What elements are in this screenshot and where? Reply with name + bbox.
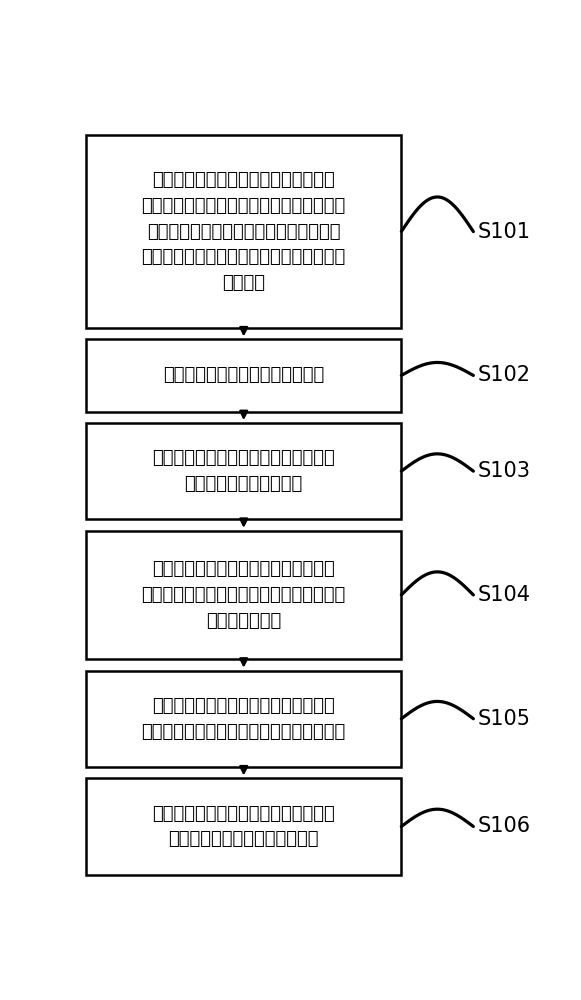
Text: 利用聚酰亚胺填充所述槽体，且所填充
高度大于等于槽体的高度: 利用聚酰亚胺填充所述槽体，且所填充 高度大于等于槽体的高度 [152, 449, 335, 493]
Bar [86, 423, 401, 519]
Text: S103: S103 [478, 461, 531, 481]
Text: 通过对聚酰亚胺加热，使聚酰亚胺固化
收缩与所述隔离层之间形成空腔: 通过对聚酰亚胺加热，使聚酰亚胺固化 收缩与所述隔离层之间形成空腔 [152, 805, 335, 848]
Text: 基底，采用光刻法对铺设于基底表面的
光刻胶进行显影形成光刻区域，再利用深反
应离子刻蚀法刻蚀光刻区域至所述基底内
部，在基底表面形成有至少一个用于制作空
腔的槽: 基底，采用光刻法对铺设于基底表面的 光刻胶进行显影形成光刻区域，再利用深反 应离… [142, 171, 346, 292]
Text: S106: S106 [478, 816, 531, 836]
Text: 采用等离子体增强化学气相淀积法对聚
酰亚胺表面和保护层表面沉淀形成有隔离层: 采用等离子体增强化学气相淀积法对聚 酰亚胺表面和保护层表面沉淀形成有隔离层 [142, 697, 346, 741]
Text: S101: S101 [478, 222, 531, 242]
Bar [86, 135, 401, 328]
Text: 在基底表面和槽体内壁形成保护层: 在基底表面和槽体内壁形成保护层 [163, 366, 324, 384]
Text: S102: S102 [478, 365, 531, 385]
Bar [86, 671, 401, 767]
Text: S104: S104 [478, 585, 531, 605]
Bar [86, 339, 401, 412]
Text: S105: S105 [478, 709, 531, 729]
Bar [86, 778, 401, 875]
Text: 采用干法回刻法去除所述保护层表面的
聚酰亚胺，使聚酰亚胺的表面与保护层表面
处于同一水平面: 采用干法回刻法去除所述保护层表面的 聚酰亚胺，使聚酰亚胺的表面与保护层表面 处于… [142, 560, 346, 630]
Bar [86, 531, 401, 659]
